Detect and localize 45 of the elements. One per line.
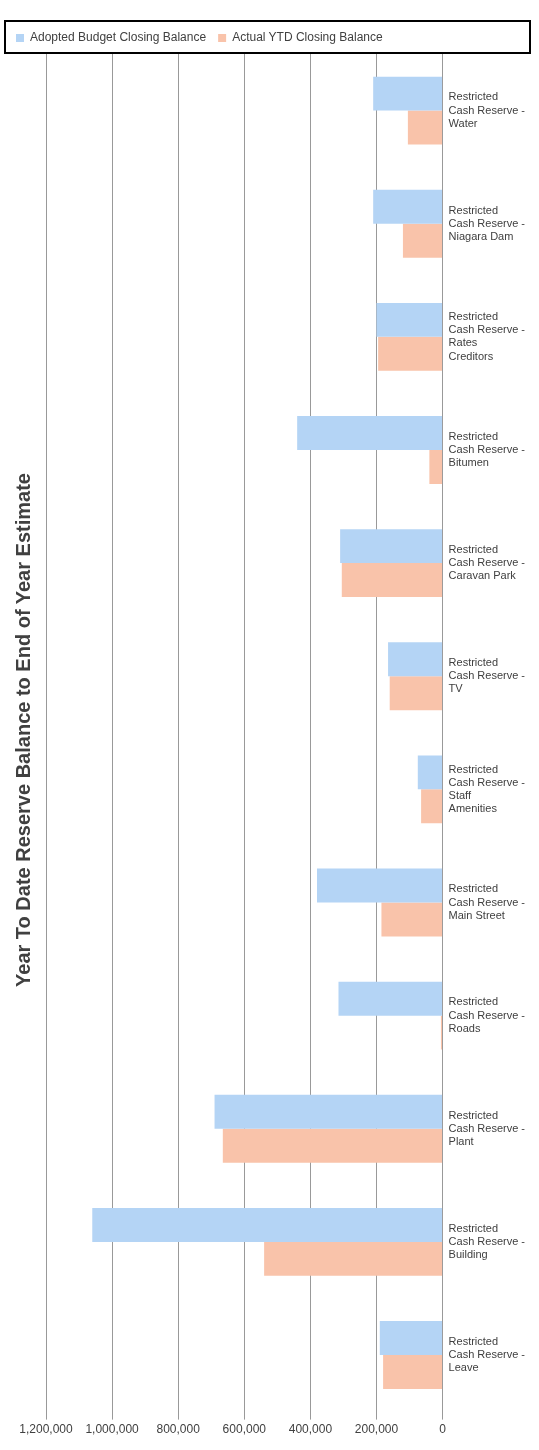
bar bbox=[383, 1355, 443, 1389]
x-tick-label: 400,000 bbox=[288, 1422, 333, 1437]
bar bbox=[341, 563, 443, 598]
bar bbox=[373, 189, 443, 224]
bar bbox=[214, 1094, 443, 1129]
y-tick-label: Restricted Cash Reserve - Niagara Dam bbox=[448, 203, 526, 242]
bar bbox=[340, 529, 443, 564]
bar bbox=[297, 416, 443, 450]
x-tick-label: 1,000,000 bbox=[85, 1422, 140, 1437]
y-tick-label: Restricted Cash Reserve - Bitumen bbox=[448, 429, 526, 469]
y-tick-label: Restricted Cash Reserve - Rates Creditors bbox=[448, 310, 526, 362]
x-tick-label: 600,000 bbox=[222, 1422, 267, 1437]
bar bbox=[381, 902, 443, 937]
y-tick-label: Restricted Cash Reserve - Building bbox=[448, 1221, 526, 1261]
text: Year To Date Reserve Balance to End of Year Estimate bbox=[11, 473, 34, 987]
y-tick-label: Restricted Cash Reserve - Water bbox=[448, 90, 526, 129]
bar bbox=[402, 223, 443, 258]
y-tick-label: Restricted Cash Reserve - Staff Amenities bbox=[448, 762, 526, 815]
bar bbox=[338, 981, 443, 1016]
bar bbox=[379, 1321, 443, 1356]
bar bbox=[92, 1207, 443, 1242]
y-tick-label: Restricted Cash Reserve - Plant bbox=[448, 1108, 526, 1147]
bar bbox=[388, 642, 443, 677]
y-tick-label: Restricted Cash Reserve - Caravan Park bbox=[448, 542, 526, 582]
bar bbox=[417, 755, 443, 790]
y-tick-label: Restricted Cash Reserve - TV bbox=[448, 656, 526, 695]
bar bbox=[373, 76, 443, 111]
x-tick-label: 1,200,000 bbox=[19, 1422, 74, 1437]
bar bbox=[421, 789, 443, 824]
x-tick-label: 0 bbox=[439, 1422, 447, 1437]
bar bbox=[376, 302, 443, 337]
x-tick-label: 800,000 bbox=[156, 1422, 201, 1437]
bar bbox=[222, 1128, 443, 1163]
legend-label: Adopted Budget Closing Balance bbox=[30, 30, 207, 45]
bar bbox=[378, 336, 443, 371]
x-tick-label: 200,000 bbox=[354, 1422, 399, 1437]
y-tick-label: Restricted Cash Reserve - Leave bbox=[448, 1334, 526, 1374]
bar bbox=[429, 449, 443, 484]
y-tick-label: Restricted Cash Reserve - Main Street bbox=[448, 882, 526, 921]
bar bbox=[317, 868, 443, 903]
bar bbox=[264, 1241, 443, 1276]
bar bbox=[389, 676, 443, 711]
y-tick-label: Restricted Cash Reserve - Roads bbox=[448, 995, 526, 1034]
legend-label: Actual YTD Closing Balance bbox=[232, 30, 383, 45]
bar bbox=[407, 110, 443, 145]
